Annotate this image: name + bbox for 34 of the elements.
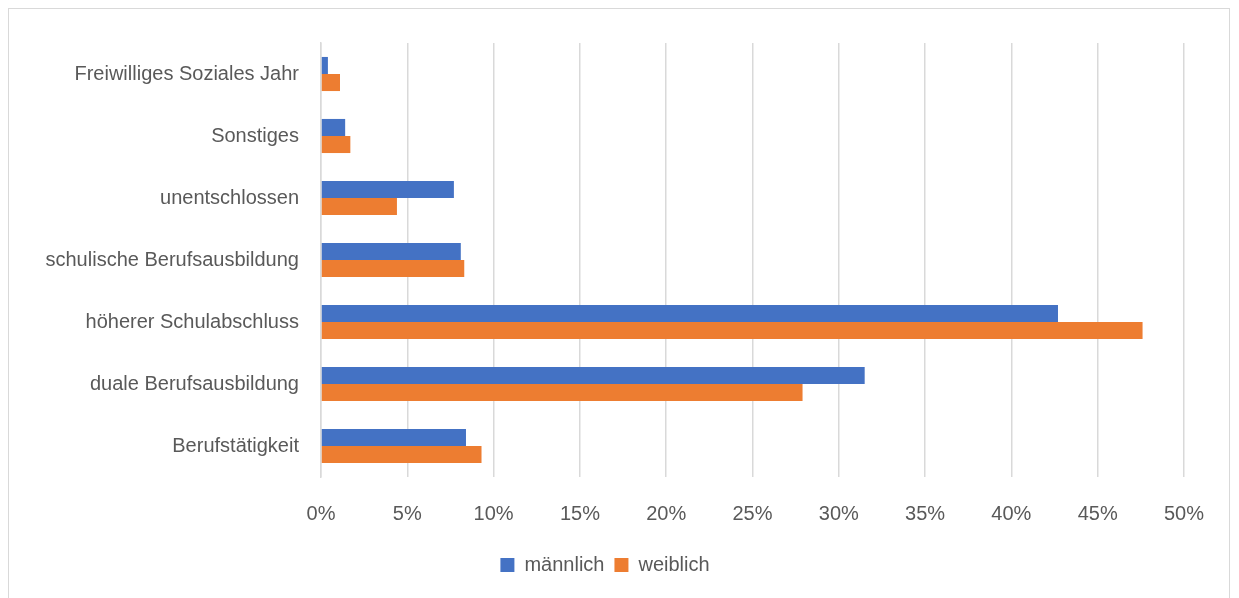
x-tick-label: 10%: [473, 501, 514, 524]
bar: [321, 384, 803, 402]
x-tick-label: 45%: [1077, 501, 1118, 524]
bar: [321, 56, 328, 74]
bar: [321, 260, 465, 278]
bar: [321, 446, 482, 464]
y-tick-label: Berufstätigkeit: [172, 433, 300, 456]
y-tick-label: schulische Berufsausbildung: [45, 247, 299, 270]
y-tick-label: unentschlossen: [160, 185, 299, 208]
y-tick-label: höherer Schulabschluss: [85, 309, 299, 332]
legend-label: weiblich: [637, 552, 710, 575]
y-tick-label: Freiwilliges Soziales Jahr: [74, 61, 300, 84]
x-tick-label: 20%: [646, 501, 687, 524]
bar: [321, 322, 1143, 340]
x-tick-label: 30%: [818, 501, 860, 524]
bar: [321, 242, 461, 260]
bar: [321, 366, 865, 384]
y-tick-label: duale Berufsausbildung: [89, 371, 299, 394]
x-tick-label: 35%: [905, 501, 946, 524]
bar: [321, 304, 1058, 322]
bar: [321, 428, 466, 446]
x-tick-label: 25%: [732, 501, 773, 524]
bar: [321, 198, 397, 216]
bar: [321, 136, 351, 154]
x-tick-label: 15%: [559, 501, 601, 524]
x-tick-label: 50%: [1163, 501, 1205, 524]
legend-label: männlich: [524, 552, 605, 575]
bar: [321, 118, 346, 136]
y-tick-label: Sonstiges: [211, 123, 299, 146]
x-tick-label: 0%: [306, 501, 336, 524]
x-tick-label: 5%: [392, 501, 422, 524]
bar: [321, 74, 340, 92]
x-tick-label: 40%: [991, 501, 1032, 524]
bar: [321, 180, 454, 198]
